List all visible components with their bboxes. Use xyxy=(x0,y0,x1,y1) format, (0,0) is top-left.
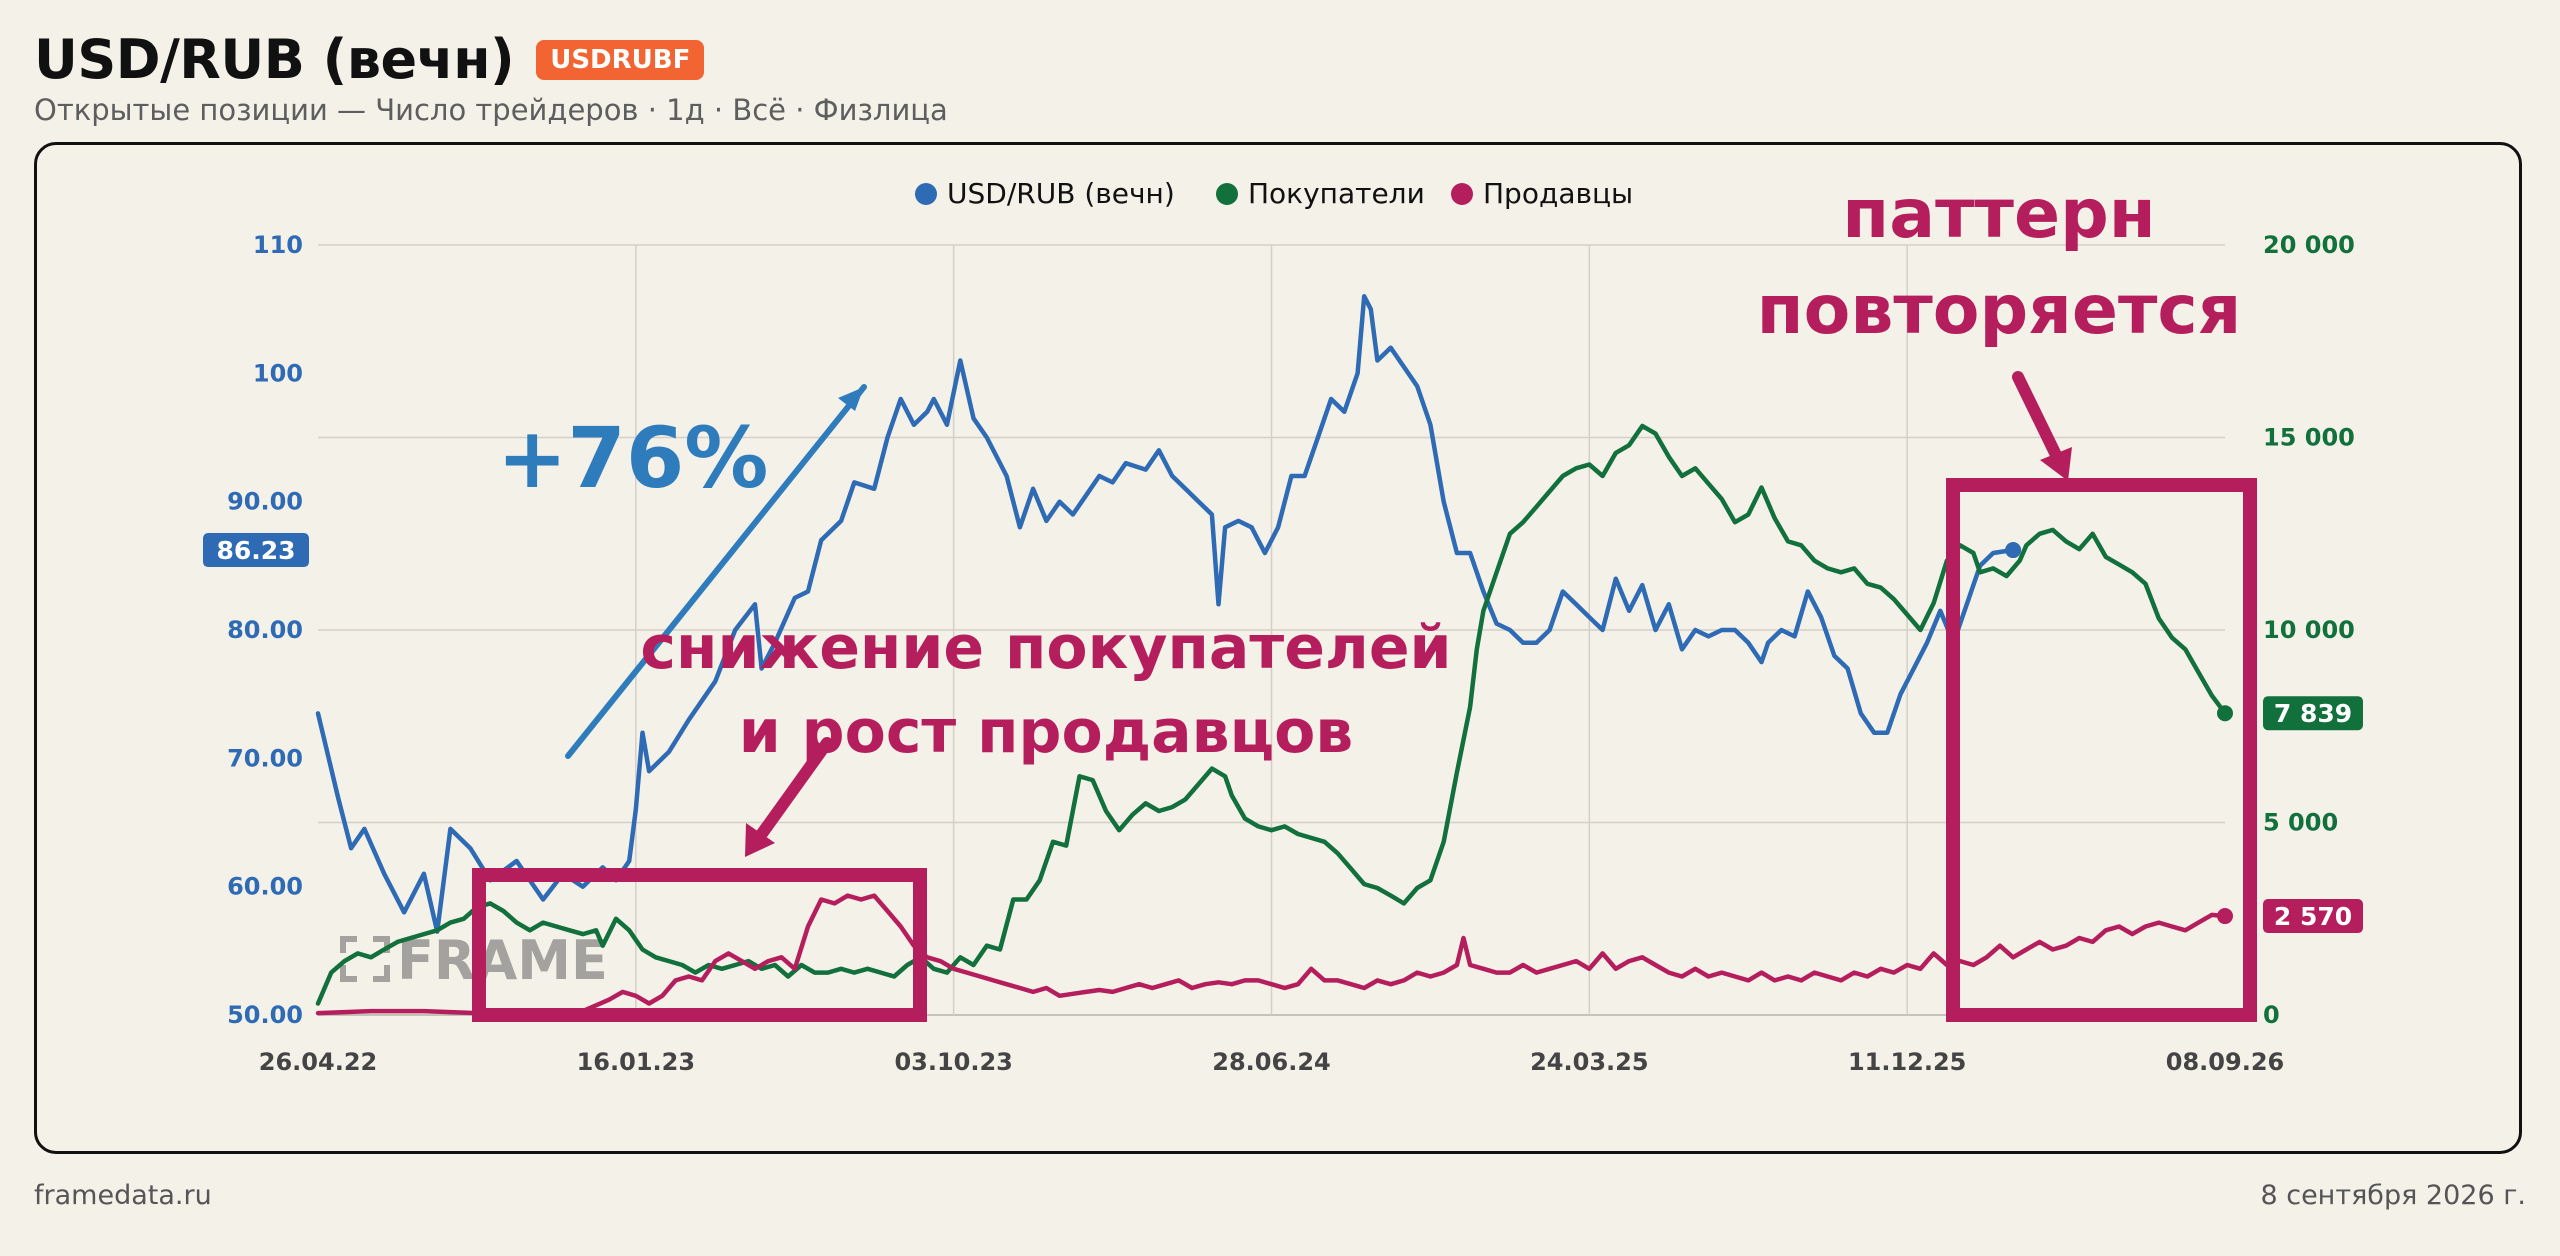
y-right-tick-label: 0 xyxy=(2263,1001,2280,1029)
ticker-badge[interactable]: USDRUBF xyxy=(536,39,705,80)
arrow-left-line xyxy=(755,737,833,841)
price-line xyxy=(315,294,2016,934)
subtitle: Открытые позиции — Число трейдеров · 1д … xyxy=(34,93,948,127)
watermark-logo: FRAME xyxy=(340,929,608,992)
x-tick-label: 28.06.24 xyxy=(1212,1048,1330,1076)
sellers-last-value: 2 570 xyxy=(2274,902,2352,931)
price-last-value: 86.23 xyxy=(216,536,295,565)
page-title: USD/RUB (вечн) xyxy=(34,28,515,91)
legend-label: Покупатели xyxy=(1248,177,1425,210)
y-right-tick-label: 15 000 xyxy=(2263,424,2355,452)
y-right-tick-label: 20 000 xyxy=(2263,231,2355,259)
legend-marker xyxy=(1451,183,1473,205)
legend-marker xyxy=(1216,183,1238,205)
chart[interactable]: 26.04.22 16.01.23 03.10.23 28.06.24 24.03.25… xyxy=(37,145,2525,1157)
y-right-tick-label: 5 000 xyxy=(2263,809,2338,837)
price-last-value-bg xyxy=(203,533,309,568)
growth-annotation: +76% xyxy=(497,409,768,507)
annotation-pattern: паттерн xyxy=(1842,175,2155,254)
buyers-end-marker xyxy=(2217,705,2233,722)
growth-arrow-line xyxy=(565,384,867,759)
y-left-tick-label: 80.00 xyxy=(227,616,303,644)
x-tick-label: 11.12.25 xyxy=(1848,1048,1966,1076)
arrow-right-line xyxy=(2012,371,2062,461)
footer-site[interactable]: framedata.ru xyxy=(34,1180,212,1211)
legend-label: Продавцы xyxy=(1483,177,1633,210)
buyers-last-value: 7 839 xyxy=(2274,699,2352,728)
sellers-last-value-bg xyxy=(2263,899,2363,934)
y-left-tick-label: 110 xyxy=(253,231,303,259)
y-right-tick-label: 10 000 xyxy=(2263,616,2355,644)
highlight-box-right xyxy=(1946,478,2257,1022)
buyers-line xyxy=(315,423,2228,1006)
legend-label: USD/RUB (вечн) xyxy=(947,177,1175,210)
annotation-buyers-decline: снижение покупателей xyxy=(640,613,1451,683)
y-left-tick-label: 50.00 xyxy=(227,1001,303,1029)
x-tick-label: 24.03.25 xyxy=(1530,1048,1648,1076)
y-left-tick-label: 100 xyxy=(253,359,303,387)
arrow-left-head xyxy=(745,823,775,857)
title-row: USD/RUB (вечн) USDRUBF xyxy=(34,28,948,91)
annotation-sellers-growth: и рост продавцов xyxy=(739,697,1354,767)
price-end-marker xyxy=(2005,542,2022,559)
buyers-last-value-bg xyxy=(2263,696,2363,731)
x-tick-label: 03.10.23 xyxy=(894,1048,1012,1076)
sellers-end-marker xyxy=(2217,908,2233,925)
x-tick-label: 08.09.26 xyxy=(2166,1048,2284,1076)
watermark-corner xyxy=(340,965,357,982)
watermark-text: FRAME xyxy=(397,929,608,992)
chart-frame: 26.04.22 16.01.23 03.10.23 28.06.24 24.03.25… xyxy=(34,142,2522,1154)
arrow-right-head xyxy=(2040,447,2072,481)
x-tick-label: 16.01.23 xyxy=(577,1048,695,1076)
watermark-corner xyxy=(373,965,390,982)
y-left-tick-label: 60.00 xyxy=(227,873,303,901)
y-left-tick-label: 70.00 xyxy=(227,744,303,772)
watermark-corner xyxy=(340,936,357,953)
annotation-repeats: повторяется xyxy=(1757,271,2242,350)
growth-arrow-head xyxy=(838,387,864,411)
highlight-box-left xyxy=(472,868,927,1022)
sellers-line xyxy=(315,893,2228,1016)
footer-date: 8 сентября 2026 г. xyxy=(2260,1180,2526,1211)
y-left-tick-label: 90.00 xyxy=(227,488,303,516)
x-tick-label: 26.04.22 xyxy=(259,1048,377,1076)
header: USD/RUB (вечн) USDRUBF Открытые позиции … xyxy=(34,28,948,127)
legend-marker xyxy=(915,183,937,205)
